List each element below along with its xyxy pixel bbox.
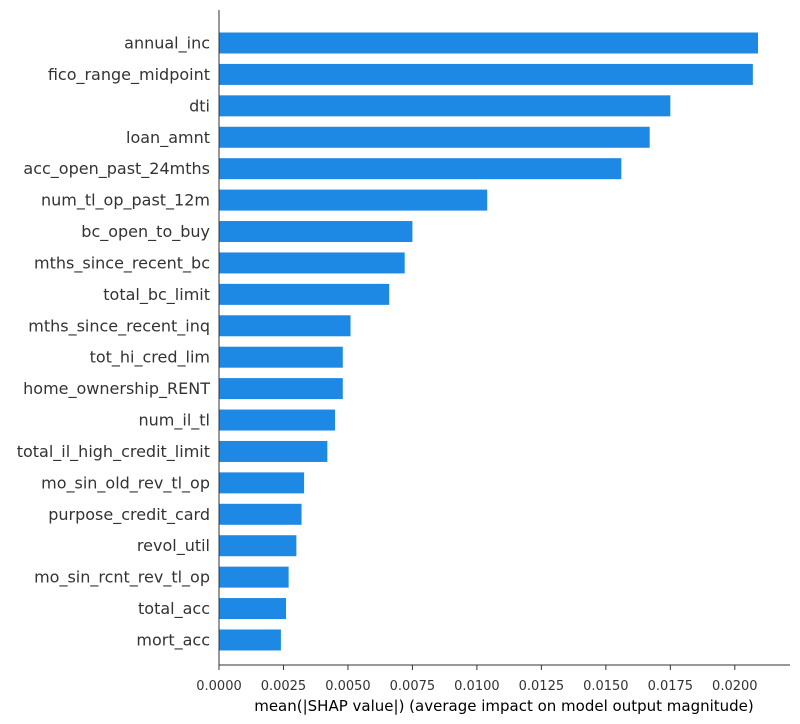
bar-acc-open-past-24mths: [219, 158, 622, 180]
category-label: purpose_credit_card: [48, 505, 210, 525]
bar-mths-since-recent-inq: [219, 315, 351, 337]
category-label: num_il_tl: [139, 411, 210, 431]
bar-loan-amnt: [219, 126, 650, 148]
category-label: total_bc_limit: [103, 285, 210, 305]
x-tick-label: 0.0150: [583, 679, 629, 694]
category-label: dti: [189, 96, 210, 115]
bar-num-tl-op-past-12m: [219, 189, 488, 211]
category-label: total_il_high_credit_limit: [17, 442, 210, 462]
bar-annual-inc: [219, 32, 759, 54]
category-label: home_ownership_RENT: [23, 379, 210, 399]
x-tick-label: 0.0175: [648, 679, 694, 694]
bar-revol-util: [219, 535, 297, 557]
category-label: annual_inc: [124, 34, 210, 54]
category-label: acc_open_past_24mths: [23, 159, 210, 179]
bar-mths-since-recent-bc: [219, 252, 405, 274]
category-label: total_acc: [138, 599, 210, 619]
category-label: mort_acc: [136, 630, 210, 650]
bar-mo-sin-old-rev-tl-op: [219, 472, 305, 494]
bar-purpose-credit-card: [219, 503, 302, 525]
bar-tot-hi-cred-lim: [219, 346, 343, 368]
x-tick-label: 0.0125: [519, 679, 565, 694]
x-tick-label: 0.0025: [261, 679, 307, 694]
category-label: fico_range_midpoint: [48, 65, 210, 85]
x-tick-label: 0.0000: [196, 679, 242, 694]
category-label: mo_sin_rcnt_rev_tl_op: [34, 568, 210, 588]
bar-total-il-high-credit-limit: [219, 440, 328, 462]
bar-total-acc: [219, 598, 287, 620]
x-tick-label: 0.0075: [390, 679, 436, 694]
x-tick-label: 0.0100: [454, 679, 500, 694]
x-tick-label: 0.0050: [325, 679, 371, 694]
bar-num-il-tl: [219, 409, 336, 431]
category-label: bc_open_to_buy: [81, 222, 210, 242]
bar-home-ownership-rent: [219, 378, 343, 400]
category-label: loan_amnt: [126, 128, 210, 148]
x-ticks-group: 0.0000 0.0025 0.0050 0.0075 0.0100 0.0125 0.01…: [196, 665, 758, 694]
category-label: mths_since_recent_bc: [34, 253, 210, 273]
bar-mo-sin-rcnt-rev-tl-op: [219, 566, 289, 588]
category-label: tot_hi_cred_lim: [90, 348, 210, 368]
category-label: num_tl_op_past_12m: [41, 191, 210, 211]
category-label: mths_since_recent_inq: [28, 316, 210, 336]
x-tick-label: 0.0200: [712, 679, 758, 694]
bar-mort-acc: [219, 629, 281, 651]
bar-dti: [219, 95, 671, 117]
bar-bc-open-to-buy: [219, 221, 413, 243]
bars-group: [219, 32, 759, 651]
category-label: mo_sin_old_rev_tl_op: [41, 473, 210, 493]
bar-fico-range-midpoint: [219, 63, 753, 85]
x-axis-title: mean(|SHAP value|) (average impact on mo…: [254, 697, 754, 715]
bar-total-bc-limit: [219, 283, 390, 305]
category-label: revol_util: [137, 536, 210, 556]
